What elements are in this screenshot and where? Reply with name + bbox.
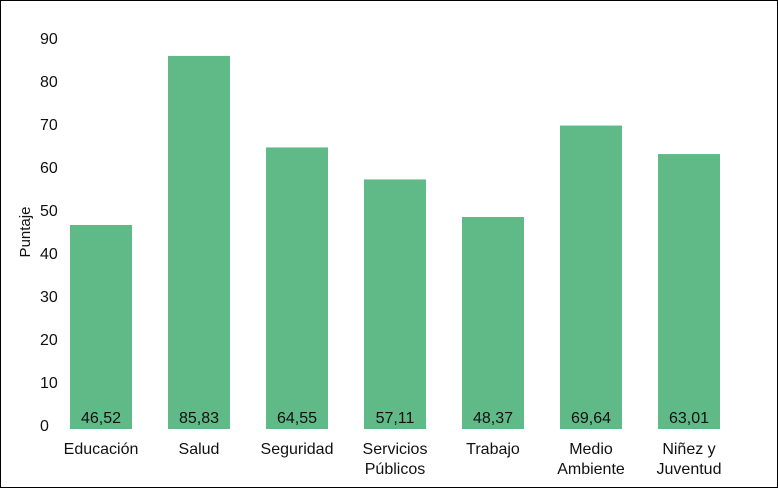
y-tick-label: 90 [40,31,58,48]
bar [462,217,524,429]
y-tick-label: 10 [40,375,58,392]
data-label: 46,52 [81,410,121,427]
bar [70,224,132,429]
bar [658,154,720,429]
y-axis-label: Puntaje [17,207,34,258]
data-label: 69,64 [571,410,611,427]
bar [168,55,230,429]
bar [266,147,328,429]
y-tick-label: 60 [40,160,58,177]
data-label: 64,55 [277,410,317,427]
x-category-label: Educación [64,441,139,458]
y-tick-label: 70 [40,117,58,134]
x-categories: Educación Salud Seguridad Servicios Públicos… [64,441,722,478]
y-tick-label: 50 [40,203,58,220]
y-ticks: 0 10 20 30 40 50 60 70 80 90 [40,31,58,435]
data-labels: 46,52 85,83 64,55 57,11 48,37 69,64 63,01 [81,410,709,427]
y-tick-label: 20 [40,332,58,349]
data-label: 85,83 [179,410,219,427]
data-label: 63,01 [669,410,709,427]
x-category-label: Salud [179,441,220,458]
bars [70,55,720,429]
x-category-label: Medio [569,441,613,458]
x-category-label: Niñez y [662,441,715,458]
x-category-label: Juventud [657,461,722,478]
y-tick-label: 0 [40,418,49,435]
data-label: 57,11 [376,410,415,427]
data-label: 48,37 [473,410,513,427]
y-tick-label: 30 [40,289,58,306]
bar [560,125,622,429]
x-category-label: Ambiente [557,461,625,478]
bar [364,179,426,429]
x-category-label: Públicos [365,461,425,478]
y-tick-label: 40 [40,246,58,263]
x-category-label: Servicios [363,441,428,458]
x-category-label: Seguridad [261,441,334,458]
x-category-label: Trabajo [466,441,520,458]
y-tick-label: 80 [40,74,58,91]
